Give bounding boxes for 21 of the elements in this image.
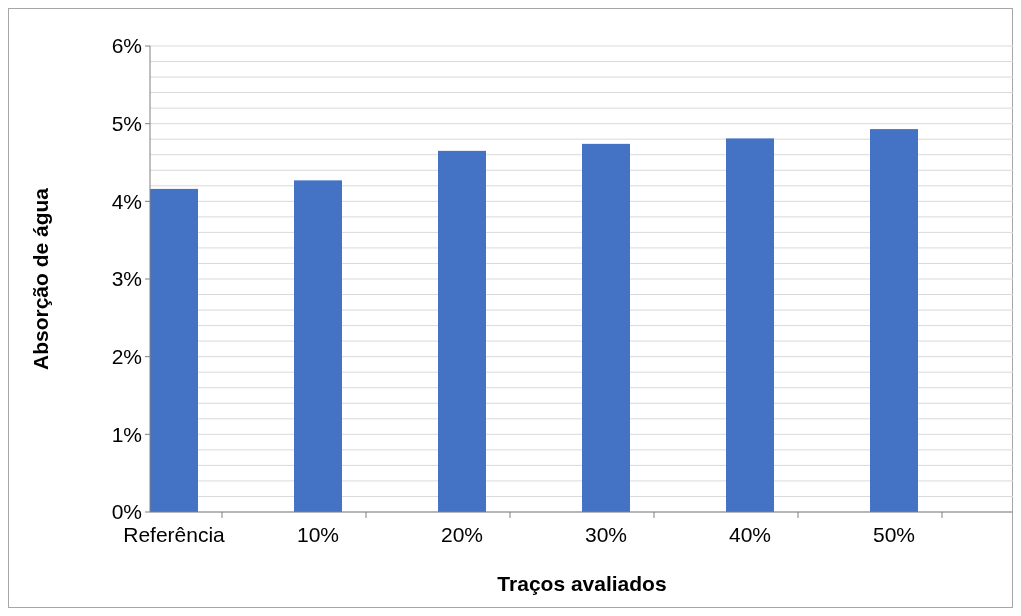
y-axis-title: Absorção de água — [29, 187, 52, 371]
x-tick-label: 30% — [584, 523, 628, 546]
x-axis-title: Traços avaliados — [497, 572, 667, 595]
x-tick-label: 40% — [728, 523, 772, 546]
y-tick-label: 5% — [111, 112, 142, 136]
y-tick-label: 4% — [111, 189, 142, 213]
y-tick-label: 2% — [111, 345, 142, 369]
bar — [294, 180, 342, 512]
x-tick-label: 10% — [296, 523, 340, 546]
x-tick-label: 20% — [440, 523, 484, 546]
y-tick-label: 6% — [111, 34, 142, 58]
y-tick-label: 1% — [111, 422, 142, 446]
bar — [582, 143, 630, 512]
y-tick-label: 0% — [111, 500, 142, 524]
x-tick-label: Referência — [123, 523, 226, 546]
x-tick-label: 50% — [872, 523, 916, 546]
bar — [870, 129, 918, 512]
y-tick-label: 3% — [111, 267, 142, 291]
bar — [438, 150, 486, 512]
bar — [150, 188, 198, 512]
bar — [726, 138, 774, 512]
